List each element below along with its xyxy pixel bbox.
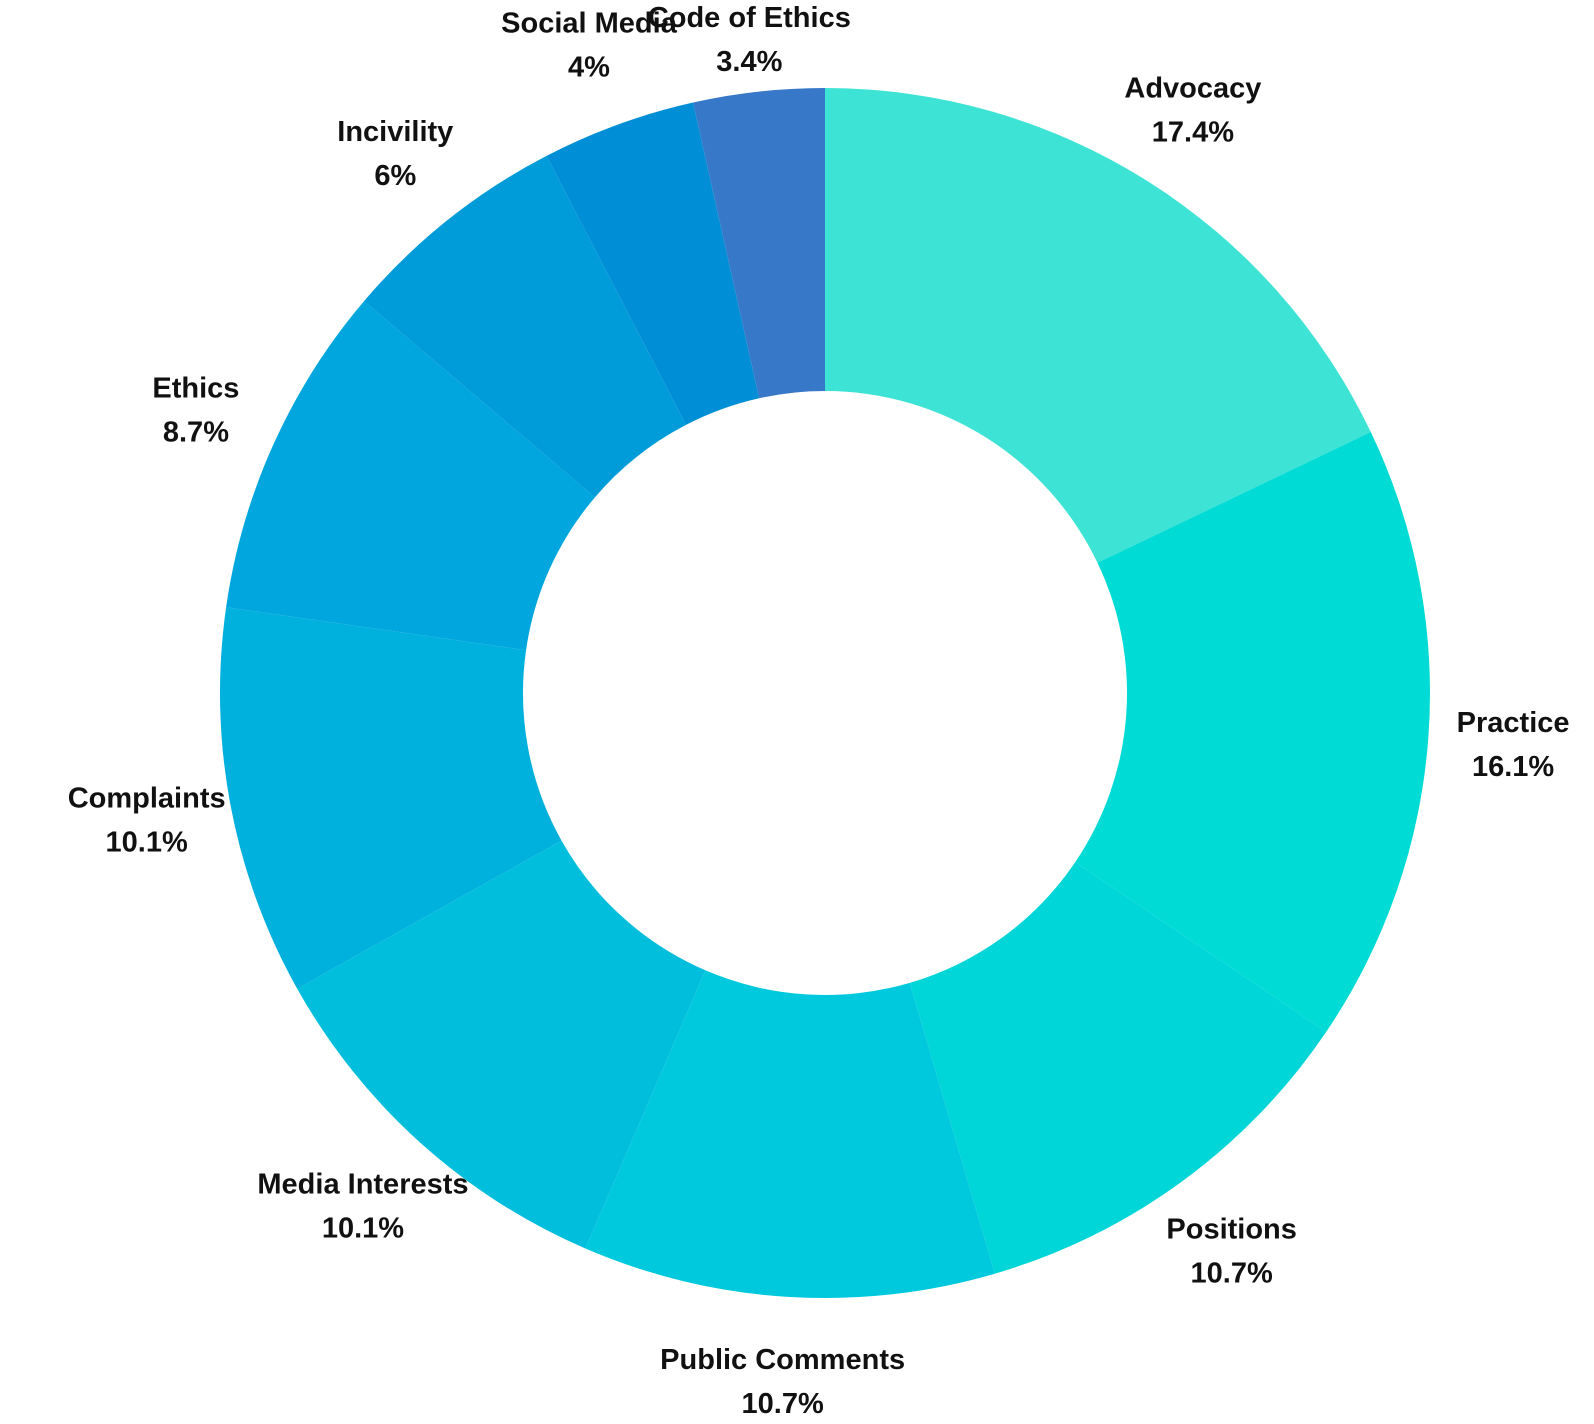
slice-category-label: Complaints — [68, 782, 226, 814]
slice-label-media-interests: Media Interests 10.1% — [257, 1168, 468, 1244]
slice-ethics — [226, 301, 595, 651]
slice-value-label: 3.4% — [716, 46, 782, 78]
slice-label-social-media: Social Media 4% — [501, 8, 678, 84]
slice-category-label: Code of Ethics — [648, 2, 851, 34]
slice-value-label: 10.7% — [1191, 1257, 1273, 1289]
slice-label-code-of-ethics: Code of Ethics 3.4% — [648, 2, 851, 78]
slice-label-positions: Positions 10.7% — [1166, 1213, 1297, 1289]
slice-value-label: 16.1% — [1472, 751, 1554, 783]
slice-code-of-ethics — [693, 88, 825, 399]
slice-category-label: Positions — [1166, 1213, 1297, 1245]
slice-category-label: Social Media — [501, 8, 678, 40]
slice-media-interests — [297, 840, 706, 1249]
slice-practice — [1075, 432, 1431, 1032]
slice-positions — [909, 862, 1327, 1274]
slice-value-label: 10.1% — [322, 1212, 404, 1244]
slice-category-label: Media Interests — [257, 1168, 468, 1200]
slice-label-public-comments: Public Comments 10.7% — [660, 1344, 905, 1420]
slice-advocacy — [825, 88, 1371, 563]
slice-label-advocacy: Advocacy 17.4% — [1124, 72, 1261, 148]
slice-incivility — [364, 155, 686, 498]
slice-category-label: Incivility — [337, 116, 453, 148]
labels-group: Advocacy 17.4% Practice 16.1% Positions 10.7%… — [68, 2, 1570, 1420]
slice-value-label: 10.7% — [742, 1388, 824, 1420]
slice-value-label: 10.1% — [106, 826, 188, 858]
slice-label-complaints: Complaints 10.1% — [68, 782, 226, 858]
slice-public-comments — [585, 970, 995, 1298]
slice-category-label: Ethics — [152, 373, 239, 405]
slice-label-ethics: Ethics 8.7% — [152, 373, 239, 449]
slice-social-media — [546, 102, 760, 425]
slices-group — [219, 88, 1431, 1298]
slice-category-label: Advocacy — [1124, 72, 1261, 104]
slice-complaints — [219, 607, 562, 989]
slice-label-incivility: Incivility 6% — [337, 116, 453, 192]
slice-category-label: Public Comments — [660, 1344, 905, 1376]
slice-value-label: 6% — [374, 160, 416, 192]
slice-category-label: Practice — [1457, 707, 1570, 739]
slice-value-label: 8.7% — [163, 417, 229, 449]
slice-value-label: 17.4% — [1152, 116, 1234, 148]
slice-label-practice: Practice 16.1% — [1457, 707, 1570, 783]
slice-value-label: 4% — [568, 52, 610, 84]
